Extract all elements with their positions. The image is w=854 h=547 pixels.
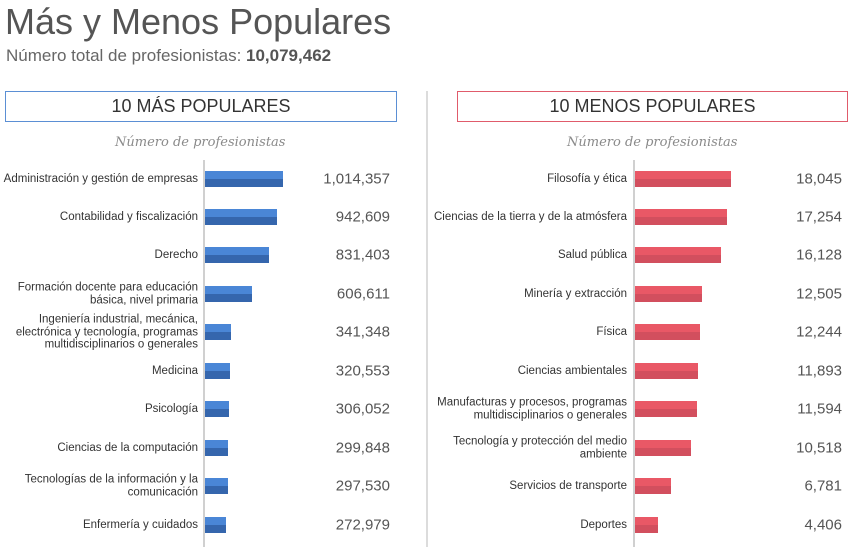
- most-popular-category-label: Derecho: [154, 248, 198, 261]
- least-popular-category-label: Manufacturas y procesos, programas multi…: [437, 396, 627, 422]
- least-popular-bar: [635, 517, 658, 533]
- most-popular-value-label: 831,403: [335, 246, 390, 264]
- least-popular-bar: [635, 286, 702, 302]
- most-popular-header: 10 MÁS POPULARES: [5, 91, 397, 122]
- most-popular-row: Medicina 320,553: [0, 352, 420, 390]
- least-popular-row: Ciencias ambientales 11,893: [430, 352, 854, 390]
- least-popular-axis-label: Número de profesionistas: [567, 135, 738, 150]
- least-popular-bar: [635, 324, 700, 340]
- most-popular-category-label: Contabilidad y fiscalización: [59, 210, 198, 223]
- least-popular-row: Deportes 4,406: [430, 506, 854, 544]
- least-popular-category-label: Tecnología y protección del medio ambien…: [453, 435, 627, 461]
- least-popular-value-label: 12,505: [796, 285, 842, 303]
- least-popular-value-label: 4,406: [804, 516, 842, 534]
- subtitle-label: Número total de profesionistas:: [6, 46, 247, 65]
- least-popular-chart: Filosofía y ética 18,045 Ciencias de la ti…: [430, 160, 854, 547]
- least-popular-value-label: 17,254: [796, 208, 842, 226]
- least-popular-bar: [635, 440, 691, 456]
- most-popular-row: Formación docente para educación básica,…: [0, 275, 420, 313]
- most-popular-row: Psicología 306,052: [0, 390, 420, 428]
- most-popular-value-label: 306,052: [335, 400, 390, 418]
- least-popular-bar: [635, 478, 671, 494]
- most-popular-value-label: 297,530: [335, 477, 390, 495]
- most-popular-bar: [205, 286, 252, 302]
- least-popular-category-label: Deportes: [580, 518, 627, 531]
- least-popular-category-label: Ciencias ambientales: [517, 364, 627, 377]
- most-popular-row: Ingeniería industrial, mecánica, electró…: [0, 313, 420, 351]
- most-popular-category-label: Medicina: [151, 364, 198, 377]
- least-popular-row: Física 12,244: [430, 313, 854, 351]
- least-popular-row: Filosofía y ética 18,045: [430, 160, 854, 198]
- least-popular-value-label: 18,045: [796, 170, 842, 188]
- least-popular-category-label: Servicios de transporte: [509, 479, 627, 492]
- most-popular-bar: [205, 209, 277, 225]
- least-popular-header: 10 MENOS POPULARES: [457, 91, 848, 122]
- least-popular-value-label: 6,781: [804, 477, 842, 495]
- least-popular-bar: [635, 363, 698, 379]
- most-popular-category-label: Ciencias de la computación: [57, 441, 198, 454]
- least-popular-category-label: Física: [596, 325, 627, 338]
- most-popular-row: Administración y gestión de empresas 1,01…: [0, 160, 420, 198]
- most-popular-category-label: Formación docente para educación básica,…: [17, 281, 198, 307]
- least-popular-value-label: 11,893: [797, 362, 842, 380]
- most-popular-row: Tecnologías de la información y la comun…: [0, 467, 420, 505]
- least-popular-category-label: Filosofía y ética: [547, 172, 627, 185]
- most-popular-value-label: 942,609: [335, 208, 390, 226]
- most-popular-bar: [205, 401, 229, 417]
- least-popular-row: Salud pública 16,128: [430, 236, 854, 274]
- subtitle-total: 10,079,462: [246, 46, 332, 65]
- least-popular-row: Minería y extracción 12,505: [430, 275, 854, 313]
- most-popular-row: Derecho 831,403: [0, 236, 420, 274]
- most-popular-row: Ciencias de la computación 299,848: [0, 429, 420, 467]
- most-popular-bar: [205, 324, 231, 340]
- least-popular-category-label: Ciencias de la tierra y de la atmósfera: [433, 210, 627, 223]
- most-popular-category-label: Psicología: [144, 402, 198, 415]
- most-popular-bar: [205, 171, 283, 187]
- most-popular-axis-label: Número de profesionistas: [115, 135, 286, 150]
- most-popular-value-label: 320,553: [335, 362, 390, 380]
- most-popular-row: Contabilidad y fiscalización 942,609: [0, 198, 420, 236]
- least-popular-bar: [635, 171, 731, 187]
- page-subtitle: Número total de profesionistas: 10,079,4…: [6, 45, 331, 67]
- least-popular-bar: [635, 401, 697, 417]
- most-popular-bar: [205, 440, 228, 456]
- least-popular-row: Tecnología y protección del medio ambien…: [430, 429, 854, 467]
- least-popular-category-label: Minería y extracción: [524, 287, 627, 300]
- panel-divider: [426, 91, 428, 547]
- most-popular-category-label: Ingeniería industrial, mecánica, electró…: [15, 313, 198, 351]
- most-popular-value-label: 272,979: [335, 516, 390, 534]
- most-popular-bar: [205, 247, 269, 263]
- least-popular-axis-line: [633, 160, 635, 547]
- most-popular-category-label: Administración y gestión de empresas: [3, 172, 198, 185]
- most-popular-value-label: 606,611: [336, 285, 390, 303]
- most-popular-row: Enfermería y cuidados 272,979: [0, 506, 420, 544]
- most-popular-category-label: Tecnologías de la información y la comun…: [24, 473, 198, 499]
- most-popular-bar: [205, 478, 228, 494]
- least-popular-bar: [635, 209, 727, 225]
- least-popular-value-label: 11,594: [797, 400, 842, 418]
- least-popular-row: Servicios de transporte 6,781: [430, 467, 854, 505]
- least-popular-row: Manufacturas y procesos, programas multi…: [430, 390, 854, 428]
- most-popular-value-label: 1,014,357: [323, 170, 390, 188]
- least-popular-row: Ciencias de la tierra y de la atmósfera 1…: [430, 198, 854, 236]
- least-popular-category-label: Salud pública: [557, 248, 627, 261]
- most-popular-value-label: 299,848: [335, 439, 390, 457]
- most-popular-axis-line: [203, 160, 205, 547]
- least-popular-value-label: 12,244: [796, 323, 842, 341]
- most-popular-chart: Administración y gestión de empresas 1,01…: [0, 160, 420, 547]
- page-title: Más y Menos Populares: [5, 1, 392, 42]
- least-popular-value-label: 16,128: [796, 246, 842, 264]
- most-popular-value-label: 341,348: [335, 323, 390, 341]
- least-popular-bar: [635, 247, 721, 263]
- most-popular-category-label: Enfermería y cuidados: [82, 518, 198, 531]
- most-popular-bar: [205, 363, 230, 379]
- most-popular-bar: [205, 517, 226, 533]
- least-popular-value-label: 10,518: [796, 439, 842, 457]
